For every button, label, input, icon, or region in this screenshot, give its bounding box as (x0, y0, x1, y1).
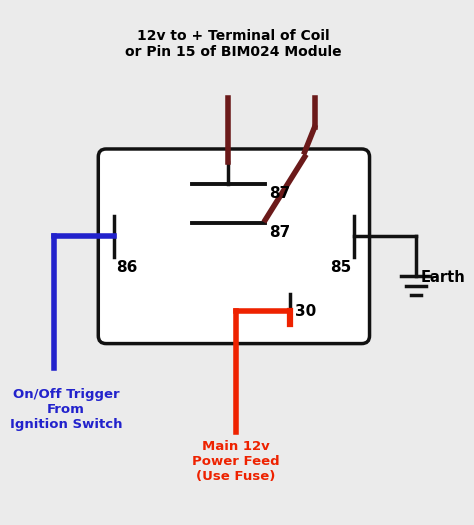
FancyBboxPatch shape (98, 149, 370, 343)
Text: 87: 87 (269, 186, 291, 201)
Text: 12v to + Terminal of Coil
or Pin 15 of BIM024 Module: 12v to + Terminal of Coil or Pin 15 of B… (125, 29, 341, 59)
Text: 87: 87 (269, 225, 291, 239)
Text: Earth: Earth (420, 270, 465, 285)
Text: 30: 30 (295, 304, 316, 319)
Text: 85: 85 (330, 260, 352, 275)
Text: On/Off Trigger
From
Ignition Switch: On/Off Trigger From Ignition Switch (10, 388, 122, 431)
Text: 86: 86 (116, 260, 137, 275)
Text: Main 12v
Power Feed
(Use Fuse): Main 12v Power Feed (Use Fuse) (192, 440, 280, 483)
